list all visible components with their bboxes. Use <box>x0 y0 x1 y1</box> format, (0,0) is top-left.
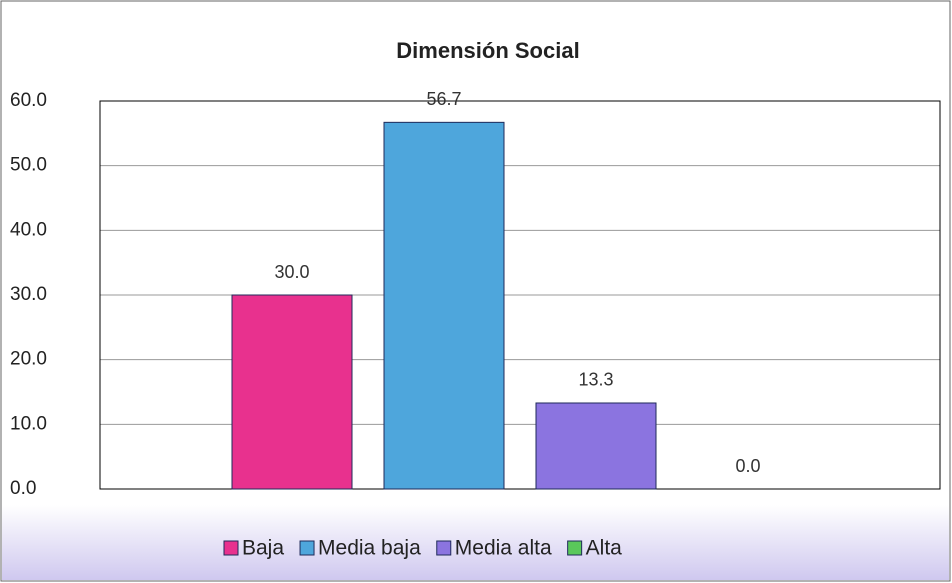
bar <box>535 402 657 490</box>
legend-label: Media baja <box>318 537 421 560</box>
legend-label: Baja <box>242 537 284 560</box>
bar <box>231 294 353 490</box>
chart-title: Dimensión Social <box>396 38 579 63</box>
legend-swatch <box>299 540 315 556</box>
y-tick-label: 60.0 <box>10 90 47 111</box>
bar <box>383 121 505 490</box>
y-tick-label: 20.0 <box>10 349 47 370</box>
legend-label: Alta <box>586 537 623 560</box>
y-tick-label: 0.0 <box>10 478 36 499</box>
y-tick-label: 50.0 <box>10 155 47 176</box>
data-label: 13.3 <box>578 370 613 390</box>
data-label: 0.0 <box>735 456 760 476</box>
y-tick-label: 30.0 <box>10 284 47 305</box>
legend-swatch <box>223 540 239 556</box>
plot-area <box>99 100 941 490</box>
data-label: 56.7 <box>426 89 461 109</box>
legend-background <box>2 505 949 580</box>
legend-swatch <box>436 540 452 556</box>
y-tick-label: 40.0 <box>10 219 47 240</box>
legend-swatch <box>567 540 583 556</box>
legend-label: Media alta <box>455 537 552 560</box>
data-label: 30.0 <box>274 262 309 282</box>
y-tick-label: 10.0 <box>10 413 47 434</box>
